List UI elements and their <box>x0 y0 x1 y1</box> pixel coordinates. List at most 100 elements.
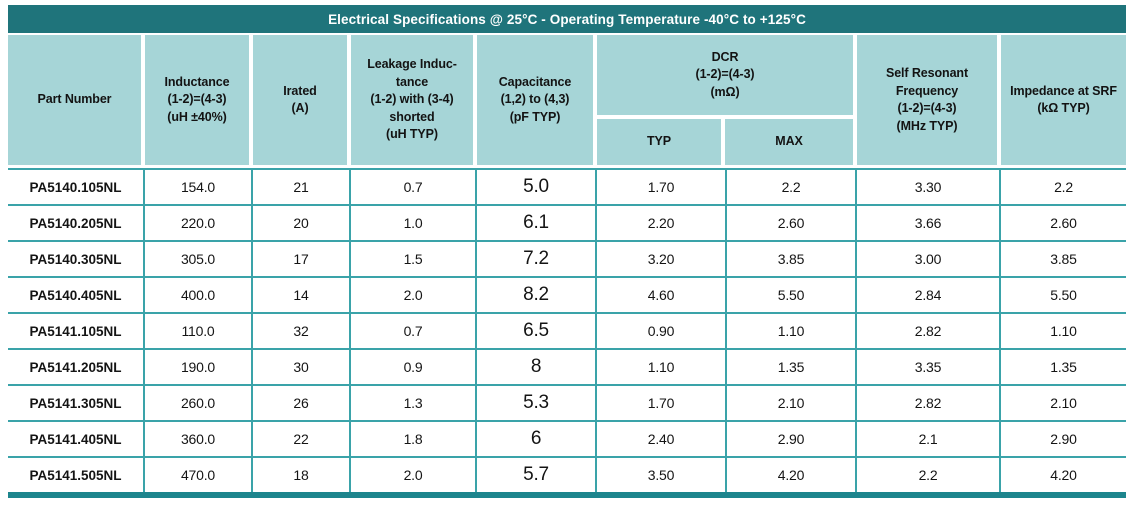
table-row: PA5141.205NL 190.0 30 0.9 8 1.10 1.35 3.35 1.35 <box>8 350 1126 386</box>
table-cell: 154.0 <box>145 170 253 204</box>
table-cell: 5.50 <box>1050 287 1077 303</box>
dcr-subheader-row: TYP MAX <box>597 119 853 165</box>
table-cell: 5.3 <box>477 386 597 420</box>
part-number-cell: PA5140.105NL <box>8 170 145 204</box>
table-cell: 6.5 <box>477 314 597 348</box>
table-cell: 1.10 <box>597 350 727 384</box>
table-cell: 2.90 <box>727 422 857 456</box>
table-cell: 14 <box>253 278 351 312</box>
table-cell: 220.0 <box>145 206 253 240</box>
table-cell: 1.35 <box>727 350 857 384</box>
table-cell: 0.9 <box>351 350 477 384</box>
table-cell: 0.90 <box>597 314 727 348</box>
table-cell: 110.0 <box>145 314 253 348</box>
table-row: PA5140.205NL 220.0 20 1.0 6.1 2.20 2.60 3.66 2.6… <box>8 206 1126 242</box>
table-cell: 1.8 <box>351 422 477 456</box>
table-cell: 2.0 <box>351 458 477 492</box>
table-row: PA5141.105NL 110.0 32 0.7 6.5 0.90 1.10 2.82 1.1… <box>8 314 1126 350</box>
table-cell: 1.35 <box>1050 359 1077 375</box>
col-header-dcr-group: DCR (1-2)=(4-3) (mΩ) TYP MAX <box>597 35 857 165</box>
part-number-cell: PA5141.505NL <box>8 458 145 492</box>
table-cell: 190.0 <box>145 350 253 384</box>
table-cell: 6 <box>477 422 597 456</box>
table-cell: 2.84 <box>857 278 1001 312</box>
table-cell: 2.0 <box>351 278 477 312</box>
col-header-self-resonant-frequency: Self Resonant Frequency (1-2)=(4-3) (MHz… <box>857 35 1001 165</box>
table-cell: 2.60 <box>727 206 857 240</box>
table-cell: 1.0 <box>351 206 477 240</box>
table-cell: 26 <box>253 386 351 420</box>
table-row: PA5141.305NL 260.0 26 1.3 5.3 1.70 2.10 2.82 2.1… <box>8 386 1126 422</box>
table-cell: 7.2 <box>477 242 597 276</box>
table-cell: 6.1 <box>477 206 597 240</box>
table-cell: 1.3 <box>351 386 477 420</box>
part-number-cell: PA5140.305NL <box>8 242 145 276</box>
table-cell: 3.20 <box>597 242 727 276</box>
table-cell: 1.5 <box>351 242 477 276</box>
table-cell: 5.0 <box>477 170 597 204</box>
table-cell: 400.0 <box>145 278 253 312</box>
table-cell: 2.60 <box>1050 215 1077 231</box>
table-cell: 8 <box>477 350 597 384</box>
col-header-capacitance: Capacitance (1,2) to (4,3) (pF TYP) <box>477 35 597 165</box>
table-cell: 260.0 <box>145 386 253 420</box>
table-row: PA5140.305NL 305.0 17 1.5 7.2 3.20 3.85 3.00 3.8… <box>8 242 1126 278</box>
table-cell: 1.10 <box>727 314 857 348</box>
table-cell: 3.50 <box>597 458 727 492</box>
part-number-cell: PA5141.305NL <box>8 386 145 420</box>
table-cell: 20 <box>253 206 351 240</box>
table-cell: 3.85 <box>727 242 857 276</box>
table-header-row: Part Number Inductance (1-2)=(4-3) (uH ±… <box>8 35 1126 165</box>
table-cell: 2.20 <box>597 206 727 240</box>
part-number-cell: PA5141.205NL <box>8 350 145 384</box>
table-cell: 22 <box>253 422 351 456</box>
table-cell: 3.30 <box>857 170 1001 204</box>
table-cell: 2.82 <box>857 314 1001 348</box>
table-row: PA5140.405NL 400.0 14 2.0 8.2 4.60 5.50 2.84 5.5… <box>8 278 1126 314</box>
table-cell: 5.50 <box>727 278 857 312</box>
table-cell: 2.40 <box>597 422 727 456</box>
col-header-leakage-inductance: Leakage Induc- tance (1-2) with (3-4) sh… <box>351 35 477 165</box>
table-cell: 2.2 <box>727 170 857 204</box>
table-cell: 305.0 <box>145 242 253 276</box>
table-cell: 2.1 <box>857 422 1001 456</box>
table-cell: 0.7 <box>351 314 477 348</box>
table-body: PA5140.105NL 154.0 21 0.7 5.0 1.70 2.2 3.30 2.2 P… <box>8 168 1126 498</box>
col-header-inductance: Inductance (1-2)=(4-3) (uH ±40%) <box>145 35 253 165</box>
table-cell: 2.90 <box>1050 431 1077 447</box>
col-header-dcr-max: MAX <box>725 119 853 165</box>
table-cell: 8.2 <box>477 278 597 312</box>
table-cell: 3.00 <box>857 242 1001 276</box>
table-cell: 30 <box>253 350 351 384</box>
col-header-dcr: DCR (1-2)=(4-3) (mΩ) <box>597 35 853 119</box>
table-cell: 21 <box>253 170 351 204</box>
table-cell: 2.2 <box>1054 179 1073 195</box>
part-number-cell: PA5141.405NL <box>8 422 145 456</box>
table-cell: 3.85 <box>1050 251 1077 267</box>
table-cell: 3.35 <box>857 350 1001 384</box>
table-cell: 2.2 <box>857 458 1001 492</box>
table-cell: 2.10 <box>1050 395 1077 411</box>
part-number-cell: PA5141.105NL <box>8 314 145 348</box>
part-number-cell: PA5140.205NL <box>8 206 145 240</box>
table-cell: 2.10 <box>727 386 857 420</box>
table-row: PA5140.105NL 154.0 21 0.7 5.0 1.70 2.2 3.30 2.2 <box>8 170 1126 206</box>
table-cell: 1.10 <box>1050 323 1077 339</box>
table-cell: 4.20 <box>727 458 857 492</box>
table-cell: 3.66 <box>857 206 1001 240</box>
col-header-part-number: Part Number <box>8 35 145 165</box>
table-title: Electrical Specifications @ 25°C - Opera… <box>8 5 1126 33</box>
table-row: PA5141.505NL 470.0 18 2.0 5.7 3.50 4.20 2.2 4.20 <box>8 458 1126 492</box>
table-cell: 360.0 <box>145 422 253 456</box>
table-cell: 5.7 <box>477 458 597 492</box>
table-cell: 0.7 <box>351 170 477 204</box>
part-number-cell: PA5140.405NL <box>8 278 145 312</box>
table-cell: 1.70 <box>597 170 727 204</box>
table-cell: 4.60 <box>597 278 727 312</box>
table-cell: 1.70 <box>597 386 727 420</box>
table-cell: 470.0 <box>145 458 253 492</box>
table-cell: 2.82 <box>857 386 1001 420</box>
table-row: PA5141.405NL 360.0 22 1.8 6 2.40 2.90 2.1 2.90 <box>8 422 1126 458</box>
table-cell: 17 <box>253 242 351 276</box>
